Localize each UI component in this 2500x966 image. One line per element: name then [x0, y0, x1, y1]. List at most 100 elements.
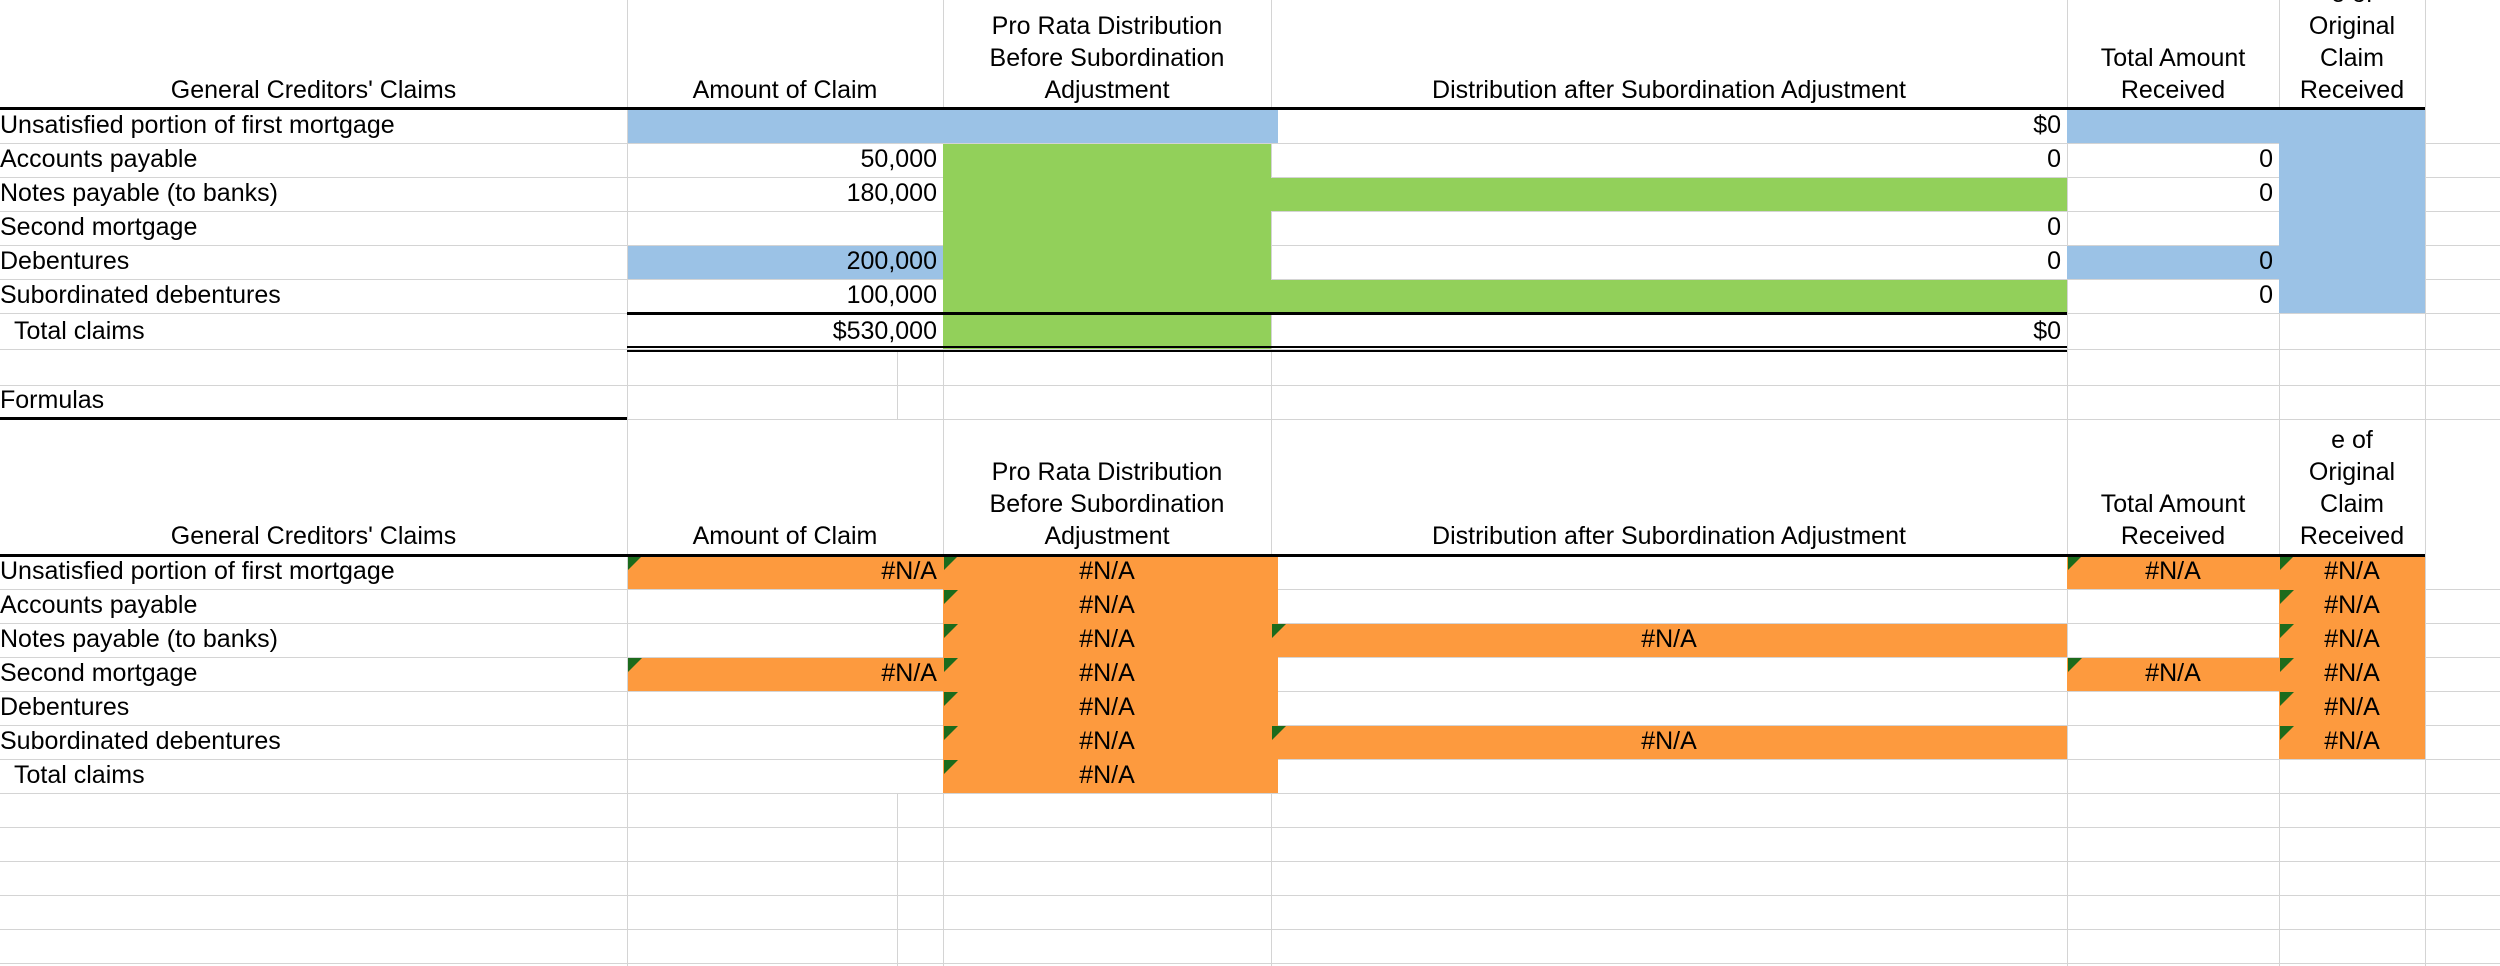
column-header-total-received: Total Amount Received [2100, 490, 2246, 550]
gridline [0, 929, 2500, 930]
pro-rata-formula[interactable]: #N/A [1079, 659, 1135, 687]
comment-marker-icon[interactable] [628, 658, 642, 672]
column-header-pro-rata: Pro Rata Distribution Before Subordinati… [989, 12, 1225, 104]
formula-cell[interactable] [628, 556, 943, 589]
double-underline [627, 350, 2067, 352]
comment-marker-icon[interactable] [944, 760, 958, 774]
amount-value[interactable]: 200,000 [846, 247, 937, 275]
gridline [1271, 0, 1272, 966]
comment-marker-icon[interactable] [2280, 590, 2294, 604]
formula-cell[interactable] [2067, 556, 2279, 589]
input-cell[interactable] [628, 109, 1271, 143]
comment-marker-icon[interactable] [944, 556, 958, 570]
gridline [0, 861, 2500, 862]
input-cell[interactable] [628, 246, 943, 279]
section-underline [0, 417, 627, 420]
comment-marker-icon[interactable] [2068, 658, 2082, 672]
comment-marker-icon[interactable] [944, 658, 958, 672]
answer-cell[interactable] [1271, 280, 2067, 313]
comment-marker-icon[interactable] [2068, 556, 2082, 570]
percent-received-formula[interactable]: #N/A [2324, 659, 2380, 687]
comment-marker-icon[interactable] [944, 590, 958, 604]
total-received-value[interactable]: 0 [2259, 247, 2273, 275]
gridline [2279, 0, 2280, 966]
formula-cell[interactable] [628, 658, 943, 691]
comment-marker-icon[interactable] [2280, 692, 2294, 706]
formula-cell[interactable] [1271, 624, 2067, 657]
after-sub-formula[interactable]: #N/A [1641, 625, 1697, 653]
comment-marker-icon[interactable] [1272, 726, 1286, 740]
total-received-formula[interactable]: #N/A [2145, 557, 2201, 585]
total-label: Total claims [14, 761, 145, 789]
row-label: Unsatisfied portion of first mortgage [0, 111, 395, 139]
percent-received-formula[interactable]: #N/A [2324, 625, 2380, 653]
total-received-value[interactable]: 0 [2259, 145, 2273, 173]
amount-formula[interactable]: #N/A [881, 557, 937, 585]
gridline [2067, 0, 2068, 966]
row-label: Debentures [0, 693, 130, 721]
percent-received-formula[interactable]: #N/A [2324, 727, 2380, 755]
comment-marker-icon[interactable] [944, 624, 958, 638]
amount-value[interactable]: 100,000 [846, 281, 937, 309]
amount-formula[interactable]: #N/A [881, 659, 937, 687]
total-pro-rata-formula[interactable]: #N/A [1079, 761, 1135, 789]
gridline [0, 349, 2500, 350]
column-header-percent-received: e of Original Claim Received [2299, 0, 2405, 104]
percent-received-formula[interactable]: #N/A [2324, 591, 2380, 619]
comment-marker-icon[interactable] [2280, 624, 2294, 638]
input-cell-range[interactable] [2279, 109, 2425, 313]
total-amount[interactable]: $530,000 [832, 317, 937, 345]
row-label: Unsatisfied portion of first mortgage [0, 557, 395, 585]
percent-received-formula[interactable]: #N/A [2324, 693, 2380, 721]
column-header-percent-received: e of Original Claim Received [2299, 426, 2405, 550]
total-after-sub[interactable]: $0 [2033, 317, 2061, 345]
gridline [0, 827, 2500, 828]
after-sub-value[interactable]: 0 [2047, 145, 2061, 173]
gridline [897, 349, 898, 419]
percent-received-formula[interactable]: #N/A [2324, 557, 2380, 585]
pro-rata-formula[interactable]: #N/A [1079, 693, 1135, 721]
answer-cell[interactable] [1271, 178, 2067, 211]
after-sub-formula[interactable]: #N/A [1641, 727, 1697, 755]
pro-rata-formula[interactable]: #N/A [1079, 625, 1135, 653]
gridline [0, 143, 2500, 144]
row-label: Notes payable (to banks) [0, 179, 278, 207]
formula-cell[interactable] [1271, 726, 2067, 759]
gridline [0, 963, 2500, 964]
pro-rata-formula[interactable]: #N/A [1079, 591, 1135, 619]
gridline [0, 793, 2500, 794]
formula-cell[interactable] [2067, 658, 2279, 691]
comment-marker-icon[interactable] [944, 692, 958, 706]
formula-cell-range[interactable] [2279, 556, 2425, 759]
answer-cell-range[interactable] [943, 144, 1271, 349]
comment-marker-icon[interactable] [944, 726, 958, 740]
pro-rata-formula[interactable]: #N/A [1079, 557, 1135, 585]
column-header-amount: Amount of Claim [692, 522, 878, 550]
subtotal-border [627, 312, 2067, 315]
total-received-value[interactable]: 0 [2259, 179, 2273, 207]
total-received-formula[interactable]: #N/A [2145, 659, 2201, 687]
header-bottom-border [0, 554, 2425, 557]
row-label: Subordinated debentures [0, 281, 281, 309]
row-label: Accounts payable [0, 591, 198, 619]
amount-value[interactable]: 180,000 [846, 179, 937, 207]
formula-cell-range[interactable] [943, 556, 1271, 793]
after-sub-value[interactable]: 0 [2047, 247, 2061, 275]
input-cell[interactable] [2067, 246, 2279, 279]
gridline [0, 895, 2500, 896]
amount-value[interactable]: 50,000 [860, 145, 937, 173]
row-label: Subordinated debentures [0, 727, 281, 755]
comment-marker-icon[interactable] [2280, 658, 2294, 672]
column-header-creditors: General Creditors' Claims [170, 522, 457, 550]
row-label: Second mortgage [0, 659, 198, 687]
after-sub-value[interactable]: 0 [2047, 213, 2061, 241]
total-received-value[interactable]: 0 [2259, 281, 2273, 309]
comment-marker-icon[interactable] [1272, 624, 1286, 638]
column-header-creditors: General Creditors' Claims [170, 76, 457, 104]
gridline [0, 419, 2500, 420]
comment-marker-icon[interactable] [2280, 726, 2294, 740]
after-sub-value[interactable]: $0 [2033, 111, 2061, 139]
pro-rata-formula[interactable]: #N/A [1079, 727, 1135, 755]
comment-marker-icon[interactable] [2280, 556, 2294, 570]
comment-marker-icon[interactable] [628, 556, 642, 570]
